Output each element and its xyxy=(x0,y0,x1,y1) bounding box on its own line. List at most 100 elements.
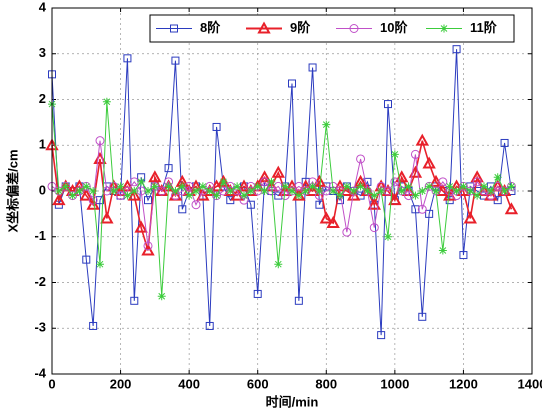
marker xyxy=(130,187,139,195)
marker xyxy=(109,187,118,195)
marker xyxy=(82,182,91,191)
marker xyxy=(438,177,448,187)
marker xyxy=(308,182,317,191)
marker xyxy=(440,24,448,33)
y-axis-label: X坐标偏差/cm xyxy=(5,149,20,232)
marker xyxy=(367,197,381,210)
marker xyxy=(410,149,420,159)
marker xyxy=(54,187,63,195)
marker xyxy=(342,227,352,237)
marker xyxy=(144,187,152,195)
marker xyxy=(363,187,372,195)
marker xyxy=(260,187,269,195)
marker xyxy=(191,200,201,210)
marker xyxy=(452,187,461,195)
marker xyxy=(315,187,324,195)
marker xyxy=(157,292,166,301)
marker xyxy=(377,187,386,195)
marker xyxy=(445,182,454,191)
marker xyxy=(274,260,283,269)
marker xyxy=(185,191,194,200)
marker xyxy=(116,182,125,191)
marker xyxy=(473,191,482,200)
marker xyxy=(370,191,379,200)
marker xyxy=(253,289,262,298)
marker xyxy=(356,182,365,191)
marker xyxy=(257,21,271,34)
marker xyxy=(404,182,413,191)
legend-label: 10阶 xyxy=(380,20,408,35)
marker xyxy=(377,331,386,340)
marker xyxy=(178,182,187,191)
marker xyxy=(130,296,139,305)
marker xyxy=(486,187,495,195)
marker xyxy=(438,246,447,255)
y-tick-label: -4 xyxy=(34,365,46,380)
marker xyxy=(432,187,440,195)
marker xyxy=(123,191,132,200)
marker xyxy=(388,193,402,206)
marker xyxy=(472,177,482,187)
marker xyxy=(463,211,477,224)
marker xyxy=(212,122,221,131)
x-tick-label: 800 xyxy=(315,376,337,391)
marker xyxy=(171,56,180,65)
marker xyxy=(170,24,178,33)
marker xyxy=(326,215,340,229)
marker xyxy=(415,133,429,146)
marker xyxy=(240,191,248,200)
marker xyxy=(301,187,310,195)
y-tick-label: 0 xyxy=(39,182,46,197)
marker xyxy=(89,187,98,195)
marker xyxy=(466,187,475,195)
marker xyxy=(219,177,228,186)
marker xyxy=(425,182,434,191)
marker xyxy=(148,170,162,183)
marker xyxy=(144,196,152,205)
marker xyxy=(212,191,221,200)
marker xyxy=(253,182,262,191)
marker xyxy=(308,63,317,72)
y-tick-label: -1 xyxy=(34,228,46,243)
marker xyxy=(493,173,502,182)
marker xyxy=(102,97,111,106)
marker xyxy=(336,191,344,200)
marker xyxy=(390,177,400,187)
marker xyxy=(68,191,77,200)
marker xyxy=(96,260,104,269)
marker xyxy=(507,182,516,191)
x-tick-label: 400 xyxy=(178,376,200,391)
marker xyxy=(294,191,303,200)
marker xyxy=(123,54,132,63)
marker xyxy=(294,181,304,191)
y-tick-label: 2 xyxy=(39,91,46,106)
marker xyxy=(411,191,420,200)
marker xyxy=(329,187,338,195)
marker xyxy=(459,251,468,260)
marker xyxy=(157,186,167,196)
marker xyxy=(89,321,98,330)
marker xyxy=(349,24,359,33)
y-tick-label: 4 xyxy=(39,0,47,14)
marker xyxy=(246,187,255,195)
marker xyxy=(322,120,331,129)
marker xyxy=(459,182,468,191)
y-tick-label: -3 xyxy=(34,320,46,335)
x-tick-label: 600 xyxy=(247,376,269,391)
marker xyxy=(342,182,351,191)
marker xyxy=(422,156,436,169)
x-tick-label: 1400 xyxy=(518,376,542,391)
marker xyxy=(226,187,235,195)
marker xyxy=(301,177,310,186)
marker xyxy=(480,182,488,191)
marker xyxy=(500,138,509,147)
x-tick-label: 200 xyxy=(110,376,132,391)
y-tick-label: 1 xyxy=(39,137,46,152)
marker xyxy=(178,205,187,214)
marker xyxy=(95,136,105,146)
marker xyxy=(127,188,141,201)
legend-label: 8阶 xyxy=(200,20,221,35)
marker xyxy=(417,204,427,214)
x-tick-label: 1200 xyxy=(449,376,478,391)
x-tick-label: 0 xyxy=(48,376,55,391)
